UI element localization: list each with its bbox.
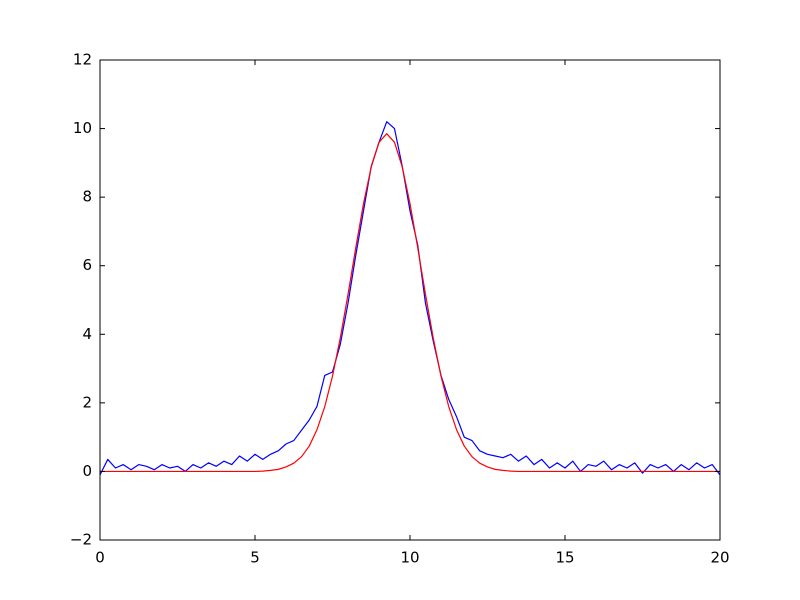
y-tick-label: 0 — [82, 462, 92, 480]
x-tick-label: 20 — [710, 549, 729, 567]
x-tick-label: 15 — [555, 549, 574, 567]
y-tick-label: −2 — [70, 531, 92, 549]
y-tick-label: 12 — [73, 51, 92, 69]
y-tick-label: 2 — [82, 393, 92, 411]
y-tick-label: 10 — [73, 119, 92, 137]
x-tick-label: 5 — [250, 549, 260, 567]
y-tick-label: 8 — [82, 188, 92, 206]
x-tick-label: 10 — [400, 549, 419, 567]
y-tick-label: 4 — [82, 325, 92, 343]
y-tick-label: 6 — [82, 256, 92, 274]
plot-area — [99, 121, 721, 476]
x-tick-label: 0 — [95, 549, 105, 567]
series-line — [100, 133, 720, 473]
series-line — [99, 121, 721, 476]
